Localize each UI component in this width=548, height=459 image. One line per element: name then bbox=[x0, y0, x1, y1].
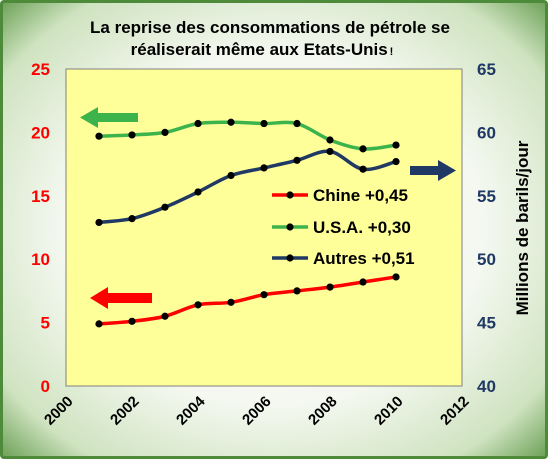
data-point bbox=[326, 136, 334, 144]
data-point bbox=[359, 145, 367, 153]
y-tick-left: 20 bbox=[31, 123, 50, 142]
y-tick-right: 40 bbox=[477, 377, 496, 396]
data-point bbox=[227, 118, 235, 126]
data-point bbox=[128, 317, 136, 325]
data-point bbox=[392, 141, 400, 149]
y-tick-right: 50 bbox=[477, 250, 496, 269]
data-point bbox=[359, 278, 367, 286]
y-tick-left: 15 bbox=[31, 187, 50, 206]
y-axis-label-right: Millions de barils/jour bbox=[513, 140, 532, 315]
data-point bbox=[161, 128, 169, 136]
data-point bbox=[293, 119, 301, 128]
x-tick: 2008 bbox=[305, 393, 341, 429]
chart-title-suffix: ! bbox=[390, 46, 394, 58]
data-point bbox=[128, 131, 136, 139]
data-point bbox=[392, 157, 400, 166]
series-layer bbox=[95, 118, 400, 328]
x-tick: 2002 bbox=[107, 393, 143, 429]
legend-entry: U.S.A. +0,30 bbox=[272, 218, 411, 237]
data-point bbox=[260, 119, 268, 128]
x-axis: 2000 2002 2004 2006 2008 2010 2012 bbox=[41, 393, 473, 429]
data-point bbox=[194, 188, 202, 196]
data-point bbox=[95, 218, 103, 227]
y-tick-left: 0 bbox=[41, 377, 50, 396]
y-tick-right: 45 bbox=[477, 314, 496, 333]
chart-title-line-2-main: réaliserait même aux Etats-Unis bbox=[131, 40, 388, 59]
legend-marker bbox=[286, 223, 294, 231]
data-point bbox=[293, 156, 301, 164]
data-point bbox=[359, 165, 367, 173]
chart-title-line-2: réaliserait même aux Etats-Unis! bbox=[131, 40, 394, 59]
x-tick: 2004 bbox=[173, 393, 209, 429]
data-point bbox=[326, 147, 334, 156]
chart-title-line-1: La reprise des consommations de pétrole … bbox=[90, 18, 450, 37]
data-point bbox=[95, 320, 103, 328]
data-point bbox=[392, 273, 400, 281]
legend: Chine +0,45 U.S.A. +0,30 Autres +0,51 bbox=[272, 186, 415, 268]
legend-entry: Autres +0,51 bbox=[272, 249, 415, 268]
data-point bbox=[326, 283, 334, 291]
data-point bbox=[260, 164, 268, 172]
y-tick-left: 5 bbox=[41, 314, 50, 333]
series-line bbox=[98, 120, 397, 151]
left-axis: 0 5 10 15 20 25 bbox=[31, 60, 50, 396]
data-point bbox=[161, 312, 169, 320]
arrow-right-icon bbox=[410, 160, 456, 181]
data-point bbox=[227, 298, 235, 306]
x-tick: 2012 bbox=[437, 393, 473, 429]
right-axis: 40 45 50 55 60 65 bbox=[477, 60, 496, 396]
annotation-arrows bbox=[80, 107, 456, 309]
y-tick-right: 60 bbox=[477, 123, 496, 142]
data-point bbox=[128, 215, 136, 223]
x-tick: 2006 bbox=[239, 393, 275, 429]
arrow-left-icon bbox=[80, 107, 138, 128]
x-tick: 2010 bbox=[371, 393, 407, 429]
data-point bbox=[227, 171, 235, 180]
data-point bbox=[95, 132, 103, 140]
series-line bbox=[98, 275, 397, 326]
legend-label: Chine +0,45 bbox=[313, 186, 408, 205]
y-tick-right: 65 bbox=[477, 60, 496, 79]
arrow-left-icon bbox=[90, 287, 152, 309]
data-point bbox=[260, 291, 268, 299]
data-point bbox=[194, 119, 202, 128]
legend-marker bbox=[286, 254, 294, 262]
legend-label: U.S.A. +0,30 bbox=[313, 218, 411, 237]
x-tick: 2000 bbox=[41, 393, 77, 429]
y-tick-left: 10 bbox=[31, 250, 50, 269]
series-line bbox=[98, 149, 397, 225]
y-tick-left: 25 bbox=[31, 60, 50, 79]
series-1 bbox=[95, 118, 400, 153]
data-point bbox=[293, 287, 301, 295]
legend-entry: Chine +0,45 bbox=[272, 186, 408, 205]
data-point bbox=[194, 301, 202, 309]
legend-marker bbox=[286, 191, 294, 199]
series-2 bbox=[95, 147, 400, 227]
y-tick-right: 55 bbox=[477, 187, 496, 206]
data-point bbox=[161, 203, 169, 211]
series-0 bbox=[95, 273, 400, 328]
legend-label: Autres +0,51 bbox=[313, 249, 415, 268]
